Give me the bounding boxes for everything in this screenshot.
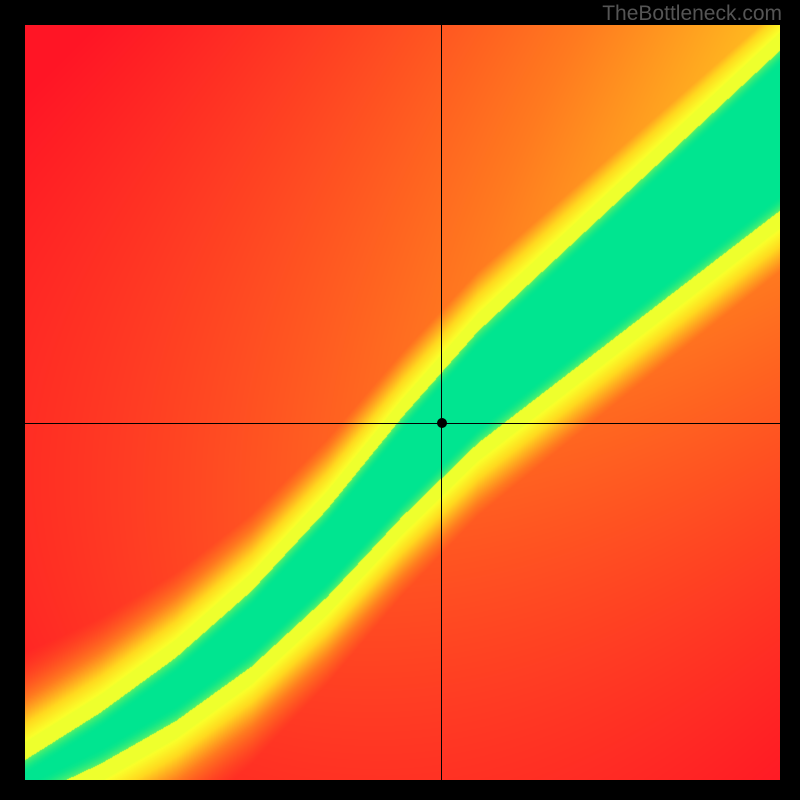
chart-container: { "canvas": { "width": 800, "height": 80… (0, 0, 800, 800)
watermark-text: TheBottleneck.com (602, 2, 782, 26)
bottleneck-heatmap (25, 25, 780, 780)
